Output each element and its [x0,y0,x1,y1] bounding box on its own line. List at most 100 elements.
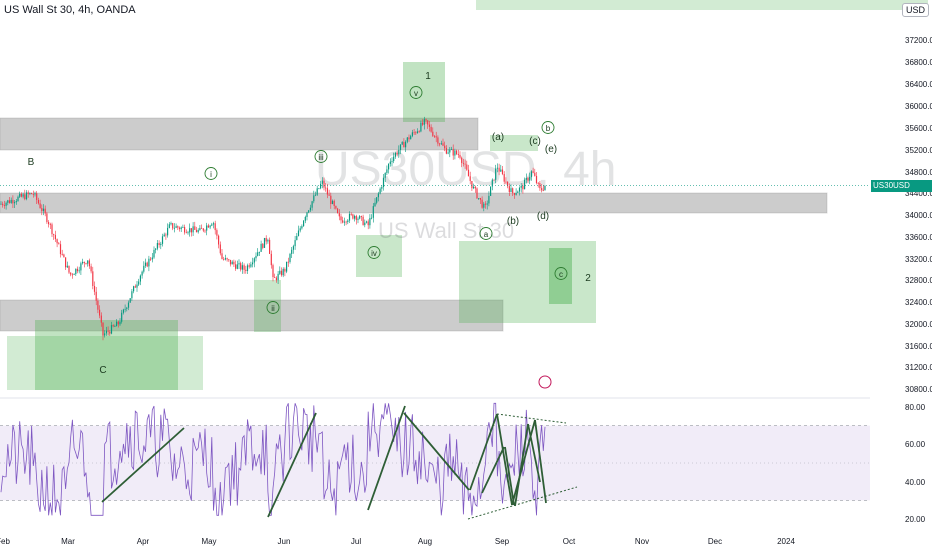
candle-body [78,270,80,272]
candle-body [46,213,48,223]
candle-body [423,119,425,125]
candle-body [165,234,167,236]
candle-body [535,175,538,183]
last-price-value: 34543.4 [873,193,902,202]
candle-body [263,238,266,248]
candle-body [117,321,119,325]
candle-body [15,201,17,203]
candle-body [59,244,62,255]
candle-body [308,210,310,213]
candle-body [37,199,39,204]
candles [0,116,546,341]
candle-body [520,185,522,188]
rsi-axis-tick: 80.00 [905,403,926,412]
wave-label: (a) [492,132,504,143]
candle-body [2,203,4,206]
candle-body [53,234,55,236]
wave-circle [554,267,568,280]
wave-label: v [414,89,418,98]
time-axis-tick: Apr [137,537,150,546]
candle-body [109,331,111,334]
candle-body [153,249,155,258]
wave-circle [541,121,555,134]
time-axis-tick: Jun [278,537,291,546]
candle-body [430,126,432,132]
candle-body [518,187,521,192]
candle-body [464,163,466,165]
candle-body [542,189,544,191]
time-axis-tick: Feb [0,537,10,546]
green-zone [7,336,203,390]
rsi-trendline [481,446,505,494]
candle-body [63,254,65,258]
candle-body [8,200,11,203]
candle-body [184,227,186,233]
candle-body [512,188,514,194]
candle-body [372,206,374,218]
candle-body [500,169,502,172]
candle-body [471,180,473,189]
candle-body [170,223,172,225]
candle-body [335,205,337,209]
rsi-line [0,402,546,516]
candle-body [374,202,376,207]
candle-body [95,291,97,301]
wave-label: C [99,365,106,376]
candle-body [384,172,386,178]
green-zone [549,248,572,304]
candle-body [49,224,51,225]
price-axis-tick: 34400.0 [905,189,932,198]
candle-body [396,152,398,155]
candle-body [269,239,271,254]
candle-body [7,200,9,203]
candle-body [22,194,24,197]
candle-body [513,193,515,195]
candle-body [541,188,543,190]
candle-body [44,208,46,214]
candle-body [525,177,527,180]
candle-body [143,265,145,272]
wave-label: c [559,270,563,279]
candle-body [138,281,140,285]
candle-body [457,154,459,155]
candle-body [299,228,301,231]
candle-body [362,216,364,226]
candle-body [197,230,199,233]
candle-body [469,176,471,181]
candle-body [369,217,371,226]
rsi-axis-tick: 60.00 [905,440,926,449]
candle-body [405,141,407,148]
candle-body [524,179,526,190]
candle-body [190,228,192,233]
candle-body [90,266,92,272]
rsi-trendline [496,413,513,506]
price-axis-tick: 34800.0 [905,168,932,177]
candle-body [112,325,114,327]
candle-body [330,195,332,205]
rsi-trendline [527,423,541,483]
candle-body [144,262,147,266]
candle-body [92,271,94,287]
candle-body [522,185,524,190]
price-axis-tick: 33600.0 [905,233,932,242]
candle-body [48,222,50,225]
wave-label: iii [318,153,324,162]
candle-body [352,214,354,219]
candle-body [192,226,194,233]
candle-body [116,321,118,327]
currency-button[interactable]: USD [902,3,930,17]
candle-body [415,132,417,134]
candle-body [124,308,126,310]
candle-body [420,122,422,132]
candle-body [248,265,250,267]
candle-body [393,156,395,162]
wave-label: iv [371,249,377,258]
rsi-trendline [101,427,185,503]
candle-body [326,188,328,195]
candle-body [204,230,206,232]
candle-body [325,187,327,189]
candle-body [3,205,5,206]
candle-body [82,261,84,264]
candle-body [10,199,12,203]
